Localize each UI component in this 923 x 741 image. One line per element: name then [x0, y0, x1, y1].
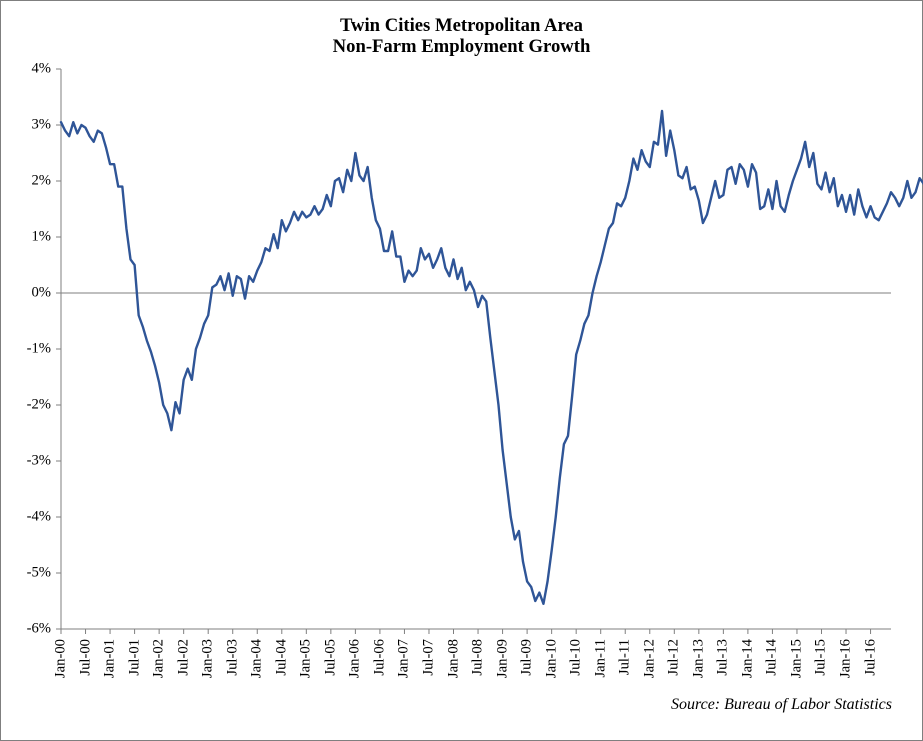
x-tick-label: Jan-14 [739, 639, 756, 678]
y-tick-label: 4% [1, 61, 51, 78]
x-tick-label: Jul-07 [420, 639, 437, 676]
x-tick-label: Jan-03 [200, 639, 217, 678]
chart-title: Twin Cities Metropolitan Area Non-Farm E… [1, 15, 922, 58]
x-tick-label: Jul-13 [715, 639, 732, 676]
x-tick-label: Jul-11 [617, 639, 634, 675]
x-tick-label: Jul-09 [519, 639, 536, 676]
y-tick-label: 1% [1, 229, 51, 246]
x-tick-label: Jan-13 [690, 639, 707, 678]
x-tick-label: Jan-07 [396, 639, 413, 678]
y-tick-label: -4% [1, 509, 51, 526]
x-tick-label: Jul-12 [666, 639, 683, 676]
x-tick-label: Jan-15 [788, 639, 805, 678]
plot-area [61, 69, 891, 629]
x-tick-label: Jul-02 [175, 639, 192, 676]
y-tick-label: -2% [1, 397, 51, 414]
x-tick-label: Jul-10 [568, 639, 585, 676]
x-tick-label: Jul-16 [862, 639, 879, 676]
x-tick-label: Jan-16 [838, 639, 855, 678]
chart-title-line2: Non-Farm Employment Growth [333, 36, 591, 57]
x-tick-label: Jul-04 [273, 639, 290, 676]
plot-svg [61, 69, 891, 629]
x-tick-label: Jan-11 [592, 639, 609, 678]
x-tick-label: Jul-08 [470, 639, 487, 676]
x-tick-label: Jan-08 [445, 639, 462, 678]
x-tick-label: Jul-00 [77, 639, 94, 676]
x-tick-label: Jul-03 [224, 639, 241, 676]
x-tick-label: Jul-06 [371, 639, 388, 676]
x-tick-label: Jul-05 [322, 639, 339, 676]
y-tick-label: -6% [1, 621, 51, 638]
x-tick-label: Jul-15 [813, 639, 830, 676]
y-tick-label: 0% [1, 285, 51, 302]
y-tick-label: -1% [1, 341, 51, 358]
y-tick-label: -3% [1, 453, 51, 470]
x-tick-label: Jan-09 [494, 639, 511, 678]
x-tick-label: Jan-01 [102, 639, 119, 678]
chart-frame: Twin Cities Metropolitan Area Non-Farm E… [0, 0, 923, 741]
x-tick-label: Jan-10 [543, 639, 560, 678]
x-tick-label: Jul-01 [126, 639, 143, 676]
x-tick-label: Jan-05 [298, 639, 315, 678]
x-tick-label: Jan-00 [53, 639, 70, 678]
y-tick-label: 2% [1, 173, 51, 190]
x-tick-label: Jan-02 [151, 639, 168, 678]
x-tick-label: Jan-04 [249, 639, 266, 678]
x-tick-label: Jul-14 [764, 639, 781, 676]
source-citation: Source: Bureau of Labor Statistics [671, 696, 892, 714]
y-tick-label: 3% [1, 117, 51, 134]
chart-title-line1: Twin Cities Metropolitan Area [340, 15, 583, 36]
x-tick-label: Jan-06 [347, 639, 364, 678]
y-tick-label: -5% [1, 565, 51, 582]
x-tick-label: Jan-12 [641, 639, 658, 678]
